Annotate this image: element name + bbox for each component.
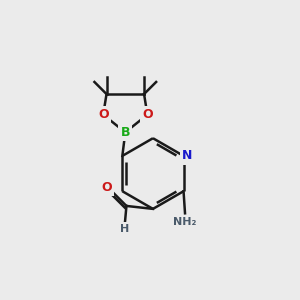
Text: N: N [182,149,192,162]
Text: B: B [121,126,130,139]
Text: O: O [101,181,112,194]
Text: O: O [98,108,109,121]
Text: NH₂: NH₂ [173,217,197,227]
Text: H: H [120,224,130,234]
Text: O: O [142,108,153,121]
